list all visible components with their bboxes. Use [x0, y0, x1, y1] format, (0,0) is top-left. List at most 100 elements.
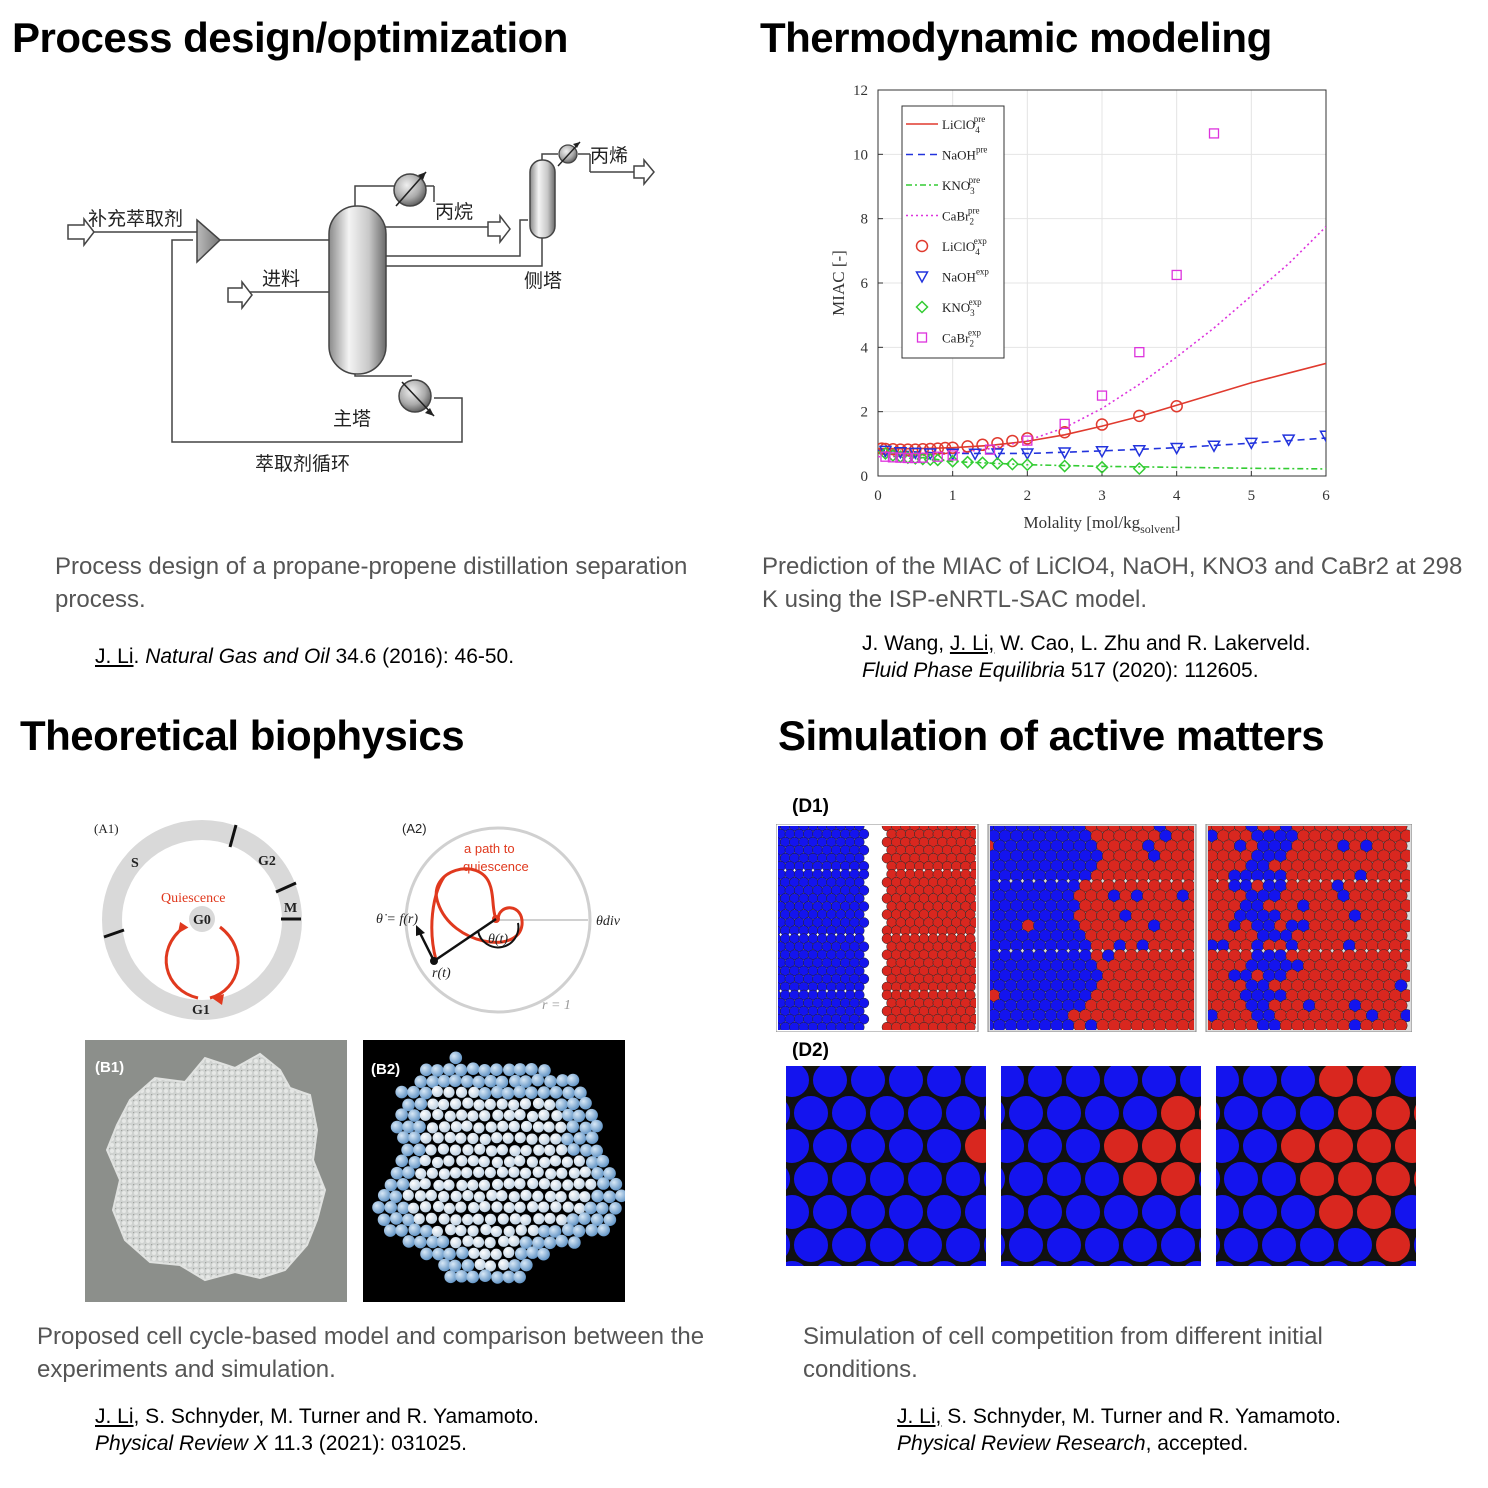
data-point [1319, 430, 1326, 443]
sim-cell [455, 1086, 468, 1098]
phase-m: M [284, 901, 297, 916]
d1-cell [854, 877, 865, 888]
sim-cell [443, 1247, 456, 1261]
data-point [1132, 445, 1147, 458]
propene-outlet-arrow [633, 157, 655, 187]
d2-cell [1106, 1259, 1136, 1266]
sim-cell [420, 1247, 433, 1261]
data-point [1095, 418, 1109, 431]
d1-cell [965, 989, 976, 1001]
d2-cell [868, 1226, 906, 1264]
sim-cell [484, 1237, 496, 1249]
d2-cell [1412, 1101, 1416, 1125]
sim-cell [426, 1167, 438, 1179]
d1-cell [1182, 919, 1194, 933]
d1-cell [1394, 959, 1408, 973]
sim-cell [503, 1225, 515, 1237]
sim-cell [449, 1167, 462, 1179]
d2-cell [1083, 1226, 1121, 1264]
sim-cell [425, 1212, 438, 1224]
sim-cell [449, 1144, 462, 1156]
d2-cell [1144, 1259, 1174, 1266]
d1-cell [1142, 1019, 1156, 1030]
sim-cell [372, 1201, 385, 1214]
d2-cell [1241, 1127, 1279, 1165]
sim-cell [549, 1155, 562, 1167]
sim-cell [508, 1235, 520, 1247]
x-tick-label: 1 [949, 488, 957, 504]
sim-cell [514, 1109, 526, 1121]
sim-cell [520, 1144, 532, 1157]
d2-cell [963, 1066, 986, 1099]
sim-cell [395, 1224, 408, 1237]
sim-cell [538, 1224, 551, 1238]
sim-cell [596, 1201, 609, 1215]
legend-box [901, 105, 1005, 359]
sim-cell [444, 1110, 456, 1122]
x-tick-label: 0 [874, 488, 882, 504]
sim-cell [519, 1075, 532, 1088]
d2-cell [1355, 1066, 1393, 1099]
sim-cell [443, 1086, 455, 1098]
sim-cell [437, 1098, 450, 1111]
sim-cell [527, 1177, 539, 1190]
d1-cell [1394, 859, 1408, 873]
d1-cell [1107, 1019, 1121, 1030]
d2-cell [1216, 1127, 1241, 1165]
sim-cell [527, 1201, 539, 1213]
d2-cell [792, 1226, 830, 1264]
sim-cell [597, 1177, 610, 1190]
a2-label: (A2) [402, 821, 427, 836]
sim-cell [585, 1108, 598, 1122]
sim-cell [467, 1225, 479, 1237]
data-point [945, 448, 960, 461]
d2-cell [982, 1101, 986, 1125]
data-point [1020, 458, 1034, 472]
sim-cell [478, 1179, 491, 1191]
sim-cell [513, 1085, 527, 1099]
sim-cell [544, 1099, 556, 1111]
sim-cell [438, 1121, 451, 1133]
caption-biophysics: Proposed cell cycle-based model and comp… [37, 1323, 705, 1383]
d1-cell [858, 957, 870, 969]
r-t-label: r(t) [432, 966, 451, 981]
sim-cell [443, 1202, 455, 1215]
sim-cell [395, 1085, 409, 1099]
sim-cell [509, 1074, 522, 1088]
sim-cell [414, 1097, 428, 1111]
label-makeup-solvent: 补充萃取剂 [88, 208, 183, 230]
sim-cell [556, 1144, 568, 1156]
legend-label: CaBr2exp [942, 328, 981, 349]
d2-cell [1197, 1233, 1201, 1257]
sim-cell [425, 1189, 437, 1201]
d2-cell [1298, 1094, 1336, 1132]
sim-cell [455, 1132, 467, 1144]
d1-cell [1400, 949, 1410, 963]
d2-cell [786, 1127, 811, 1165]
d2-cell [1102, 1066, 1140, 1099]
ref-journal: Fluid Phase Equilibria [862, 659, 1066, 682]
x-tick-label: 6 [1322, 488, 1330, 504]
d1-cell-competition-panels [776, 824, 1412, 1032]
sim-cell [479, 1133, 491, 1145]
sim-cell [444, 1131, 456, 1144]
sim-cell [467, 1110, 479, 1122]
sim-cell [413, 1213, 425, 1225]
sim-cell [438, 1168, 450, 1180]
d2-cell [1412, 1233, 1416, 1257]
sim-cell [420, 1132, 432, 1144]
d2-cell [792, 1160, 830, 1198]
data-point [961, 455, 975, 469]
d1-cell [1130, 1019, 1144, 1030]
d2-cell [1397, 1259, 1416, 1266]
sim-cell [456, 1246, 469, 1260]
sim-cell [579, 1121, 593, 1135]
sim-cell [525, 1063, 538, 1076]
sim-cell [420, 1063, 433, 1077]
sim-cell [515, 1224, 527, 1236]
series-line [878, 362, 1326, 450]
section-title-process: Process design/optimization [12, 14, 568, 61]
d1-cell [854, 893, 865, 904]
d2-cell [786, 1193, 811, 1231]
